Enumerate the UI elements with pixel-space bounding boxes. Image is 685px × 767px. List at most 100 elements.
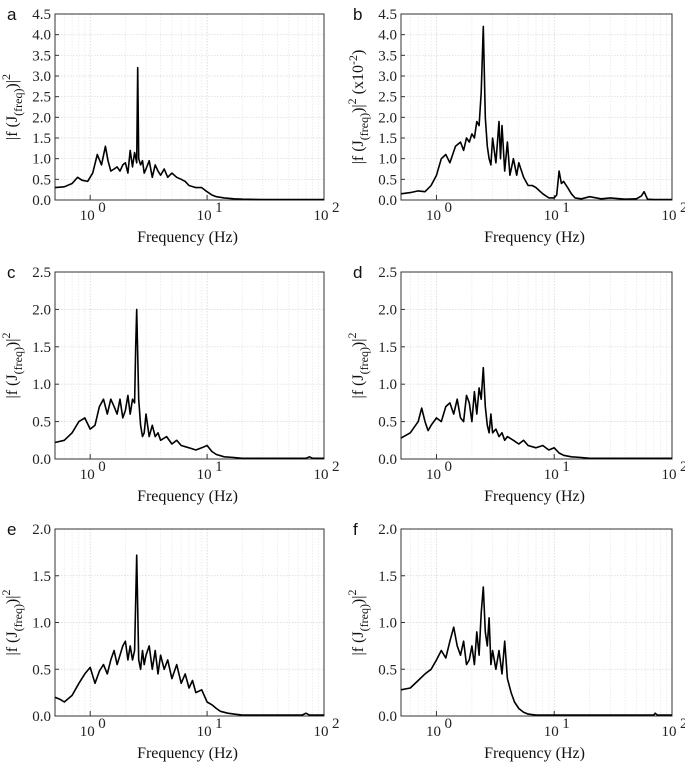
y-tick-label: 2.0 (378, 522, 397, 538)
x-tick-label: 10 (197, 724, 212, 740)
y-tick-label: 3.0 (32, 69, 51, 85)
x-tick-label: 10 (314, 467, 329, 483)
x-tick-exponent: 1 (562, 459, 570, 475)
x-tick-label: 10 (426, 208, 441, 224)
axes-box (400, 13, 673, 201)
y-tick-label: 1.5 (378, 569, 397, 585)
y-tick-label: 1.0 (32, 152, 51, 168)
x-tick-label: 10 (426, 467, 441, 483)
chart-panel-a: 0.00.51.01.52.02.53.03.54.04.510 0 10 1 10 2F… (0, 5, 340, 246)
x-tick-exponent: 2 (332, 200, 340, 216)
panel-label: c (7, 263, 16, 282)
y-axis-label: |f (J(freq))|2|f (J(freq))|2 (0, 74, 25, 140)
y-tick-label: 1.0 (378, 152, 397, 168)
axes-box (400, 271, 673, 460)
y-tick-label: 1.5 (32, 340, 51, 356)
x-tick-label: 10 (662, 467, 677, 483)
x-tick-exponent: 2 (680, 200, 685, 216)
x-tick-exponent: 2 (680, 459, 685, 475)
x-tick-label: 10 (80, 208, 95, 224)
x-tick-label: 10 (197, 467, 212, 483)
panel-label: a (7, 5, 17, 24)
x-axis-label: Frequency (Hz) (137, 488, 238, 505)
y-tick-label: 1.0 (378, 377, 397, 393)
y-tick-label: 1.5 (32, 569, 51, 585)
y-tick-label: 2.0 (32, 522, 51, 538)
y-tick-label: 0.0 (378, 452, 397, 468)
y-tick-label: 0.0 (378, 709, 397, 725)
y-tick-label: 4.5 (32, 7, 51, 23)
x-tick-label: 10 (426, 724, 441, 740)
x-tick-label: 10 (197, 208, 212, 224)
y-axis-label: |f (J(freq))|2|f (J(freq))|2 (345, 590, 371, 656)
chart-panel-b: 0.00.51.01.52.02.53.03.54.04.510 0 10 1 10 2F… (345, 5, 685, 246)
y-tick-label: 0.0 (32, 709, 51, 725)
series-line-e (54, 554, 324, 716)
panel-label: f (353, 520, 358, 539)
y-tick-label: 1.0 (32, 616, 51, 632)
x-axis-label: Frequency (Hz) (484, 229, 585, 246)
y-tick-label: 0.0 (32, 193, 51, 209)
x-tick-exponent: 1 (215, 200, 223, 216)
panel-label: b (353, 5, 362, 24)
series-line-d (400, 366, 672, 460)
y-tick-label: 0.0 (32, 452, 51, 468)
y-tick-label: 1.0 (32, 377, 51, 393)
x-tick-label: 10 (662, 724, 677, 740)
y-axis-label: |f (J(freq))|2|f (J(freq))|2 (345, 333, 371, 399)
x-tick-exponent: 0 (98, 459, 106, 475)
y-tick-label: 3.5 (378, 48, 397, 64)
x-tick-exponent: 0 (98, 716, 106, 732)
y-tick-label: 2.0 (32, 302, 51, 318)
x-tick-exponent: 2 (680, 716, 685, 732)
y-axis-label: |f (J(freq))|2|f (J(freq))|2 (0, 333, 25, 399)
axes-box (54, 13, 325, 201)
x-tick-exponent: 1 (562, 200, 570, 216)
y-tick-label: 4.5 (378, 7, 397, 23)
y-tick-label: 0.5 (32, 662, 51, 678)
y-tick-label: 2.5 (378, 265, 397, 281)
series-line-a (54, 66, 324, 201)
x-tick-exponent: 0 (444, 200, 452, 216)
y-tick-label: 2.0 (378, 110, 397, 126)
y-tick-label: 0.5 (378, 415, 397, 431)
panel-label: e (7, 520, 16, 539)
y-tick-label: 3.5 (32, 48, 51, 64)
axes-box (54, 271, 325, 460)
y-tick-label: 3.0 (378, 69, 397, 85)
x-tick-exponent: 2 (332, 459, 340, 475)
y-tick-label: 4.0 (378, 28, 397, 44)
y-tick-label: 2.0 (32, 110, 51, 126)
series-line-f (400, 586, 672, 716)
y-tick-label: 0.0 (378, 193, 397, 209)
x-tick-label: 10 (314, 208, 329, 224)
x-axis-label: Frequency (Hz) (137, 229, 238, 246)
x-tick-exponent: 0 (444, 716, 452, 732)
panel-label: d (353, 263, 362, 282)
x-tick-exponent: 2 (332, 716, 340, 732)
y-tick-label: 2.5 (32, 265, 51, 281)
y-tick-label: 1.5 (378, 340, 397, 356)
x-axis-label: Frequency (Hz) (137, 745, 238, 762)
x-tick-label: 10 (314, 724, 329, 740)
y-tick-label: 0.5 (32, 172, 51, 188)
x-tick-exponent: 1 (215, 716, 223, 732)
y-tick-label: 1.5 (378, 131, 397, 147)
x-tick-label: 10 (80, 467, 95, 483)
y-tick-label: 4.0 (32, 28, 51, 44)
y-axis-label: |f (J(freq))|2|f (J(freq))|2 (0, 590, 25, 656)
x-tick-label: 10 (544, 208, 559, 224)
x-axis-label: Frequency (Hz) (484, 745, 585, 762)
x-tick-exponent: 0 (444, 459, 452, 475)
x-tick-exponent: 1 (215, 459, 223, 475)
x-tick-label: 10 (662, 208, 677, 224)
y-tick-label: 2.0 (378, 302, 397, 318)
y-tick-label: 0.5 (378, 662, 397, 678)
series-line-b (400, 25, 672, 201)
x-axis-label: Frequency (Hz) (484, 488, 585, 505)
y-tick-label: 1.0 (378, 616, 397, 632)
